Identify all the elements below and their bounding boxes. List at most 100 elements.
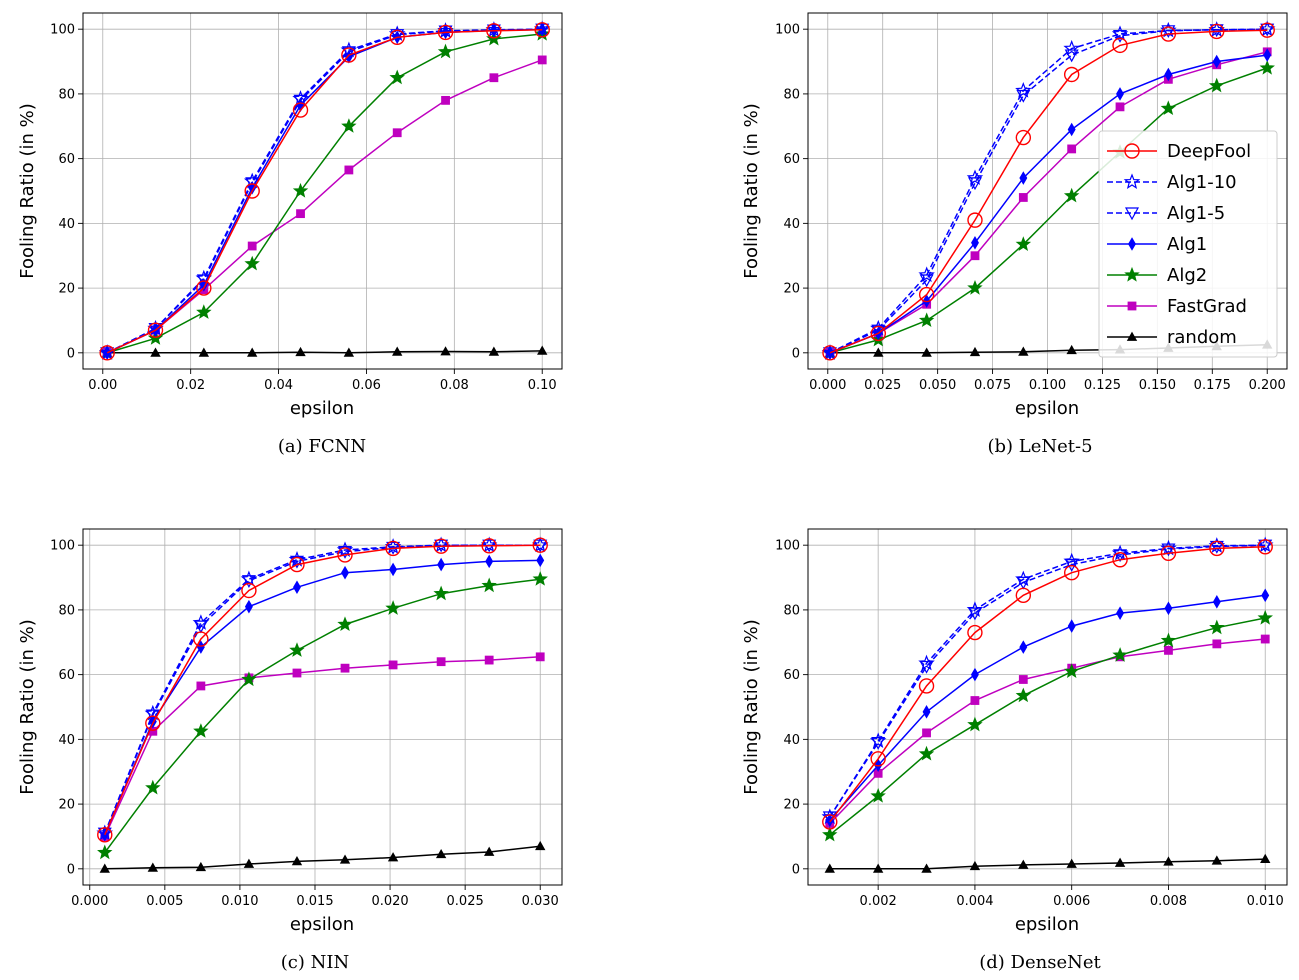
panel-c-random-point <box>291 856 303 866</box>
panel-c-deepfool-point <box>241 582 257 599</box>
panel-d-ytick-label: 80 <box>783 603 800 618</box>
panel-a-deepfool-point <box>486 23 502 39</box>
panel-d-ytick-label: 100 <box>775 539 800 554</box>
panel-a-xtick-label: 0.10 <box>528 378 557 393</box>
panel-b-alg1-point <box>1067 122 1076 137</box>
panel-b-alg1-10-point <box>870 319 887 336</box>
panel-d-random-point <box>872 863 884 873</box>
panel-d-deepfool-point <box>967 624 983 641</box>
panel-c-deepfool-point <box>193 631 209 647</box>
panel-d-alg1-point <box>1116 606 1125 620</box>
panel-c-alg2-point <box>145 779 161 795</box>
panel-c-alg1-point <box>244 599 253 614</box>
legend-entry-fastgrad: FastGrad <box>1107 296 1247 317</box>
panel-a-xtick-label: 0.06 <box>352 378 381 393</box>
legend-label: Alg1-5 <box>1167 203 1225 224</box>
panel-a-random-point <box>392 346 403 356</box>
panel-b-alg2-point <box>1015 236 1032 252</box>
panel-c-series-alg1-10 <box>96 536 549 841</box>
panel-c-xlabel: epsilon <box>290 914 354 935</box>
panel-d-fastgrad-point <box>1018 675 1028 684</box>
panel-d-alg1-point <box>1019 640 1028 654</box>
panel-c-alg2-point <box>433 585 449 601</box>
panel-a-ylabel: Fooling Ratio (in %) <box>17 103 38 279</box>
panel-c-random-line <box>104 845 541 870</box>
panel-c-series-alg2 <box>97 571 548 860</box>
panel-a-alg2-point <box>196 304 212 319</box>
panel-d-alg1-5-line <box>829 544 1266 818</box>
panel-a-ytick-label: 60 <box>58 152 75 167</box>
panel-d-xlabel: epsilon <box>1015 914 1079 935</box>
panel-b-ytick-label: 60 <box>783 152 800 167</box>
panel-a-alg2-point <box>244 255 260 271</box>
panel-c-series-fastgrad <box>100 652 545 841</box>
panel-a-xlabel: epsilon <box>290 398 354 419</box>
panel-d-fastgrad-point <box>922 728 931 738</box>
panel-c-alg1-10-line <box>104 544 541 834</box>
panel-d-alg2-point <box>1209 619 1225 635</box>
legend-label: random <box>1167 327 1237 348</box>
panel-c-ytick-label: 80 <box>58 603 75 618</box>
panel-c-ylabel: Fooling Ratio (in %) <box>17 619 38 795</box>
panel-d-deepfool-line <box>829 546 1266 823</box>
panel-b-xtick-label: 0.100 <box>1029 378 1066 393</box>
panel-d-ytick-label: 20 <box>783 798 800 813</box>
legend-entry-alg1-5: Alg1-5 <box>1107 203 1225 224</box>
panel-d-caption: (d) DenseNet <box>979 952 1101 973</box>
panel-a-caption: (a) FCNN <box>278 436 366 457</box>
panel-b-random-point <box>969 346 981 357</box>
panel-a-alg2-point <box>292 182 309 198</box>
panel-d-alg1-10-point <box>1111 544 1129 561</box>
panel-d-series-alg2 <box>822 609 1273 842</box>
panel-b-xtick-label: 0.150 <box>1139 378 1176 393</box>
panel-a-alg1-5-line <box>106 28 543 354</box>
panel-d-alg1-point <box>1261 588 1270 603</box>
legend-label: DeepFool <box>1167 141 1251 162</box>
panel-c-ytick-label: 40 <box>58 733 75 748</box>
panel-c-xtick-label: 0.010 <box>221 894 258 909</box>
legend-entry-alg1-10: Alg1-10 <box>1107 172 1237 193</box>
panel-d-random-point <box>969 860 981 871</box>
legend-swatch-marker <box>1124 207 1140 221</box>
panel-b-alg1-10-point <box>966 169 984 186</box>
panel-d-series-random <box>824 853 1271 873</box>
panel-c-random-point <box>147 862 159 872</box>
legend-label: Alg1-10 <box>1167 172 1237 193</box>
panel-b-deepfool-line <box>829 29 1268 354</box>
panel-a-alg1-10-point <box>292 90 309 106</box>
panel-b-alg1-10-line <box>829 28 1268 354</box>
panel-b-random-point <box>921 347 932 357</box>
panel-c-random-point <box>195 861 207 872</box>
panel-a-random-line <box>107 350 543 354</box>
panel-b-alg1-10-point <box>918 266 935 283</box>
panel-b-caption: (b) LeNet-5 <box>987 436 1092 457</box>
panel-b-random-point <box>873 347 884 357</box>
panel-c-xtick-label: 0.015 <box>296 894 333 909</box>
panel-a-deepfool-point <box>244 183 260 199</box>
panel-b-alg1-5-line <box>829 28 1268 354</box>
panel-d-alg2-point <box>870 787 886 803</box>
panel-d-alg1-10-point <box>869 732 887 748</box>
panel-b-xtick-label: 0.175 <box>1194 378 1231 393</box>
panel-a-fastgrad-point <box>296 209 305 219</box>
legend-swatch-marker <box>1124 143 1140 159</box>
panel-c-xtick-label: 0.020 <box>371 894 408 909</box>
panel-d-alg2-point <box>1112 647 1128 662</box>
panel-b-xlabel: epsilon <box>1015 398 1079 419</box>
panel-d-alg1-10-line <box>829 544 1266 818</box>
panel-c-random-point <box>387 852 399 862</box>
panel-c-xtick-label: 0.005 <box>146 894 183 909</box>
legend-swatch-marker <box>1128 237 1136 251</box>
panel-a-random-point <box>488 346 500 356</box>
panel-a-xtick-label: 0.00 <box>88 378 117 393</box>
panel-d-xtick-label: 0.008 <box>1150 894 1187 909</box>
panel-d-xtick-label: 0.004 <box>956 894 993 909</box>
panel-c-alg2-point <box>337 616 353 631</box>
panel-c-fastgrad-point <box>484 655 494 665</box>
panel-a-alg1-10-point <box>340 41 358 58</box>
panel-a-deepfool-point <box>534 22 550 38</box>
panel-c-random-point <box>535 840 546 851</box>
panel-d-alg1-10-point <box>1015 570 1032 587</box>
panel-d-random-point <box>1211 855 1223 865</box>
panel-a-fastgrad-point <box>441 95 450 105</box>
